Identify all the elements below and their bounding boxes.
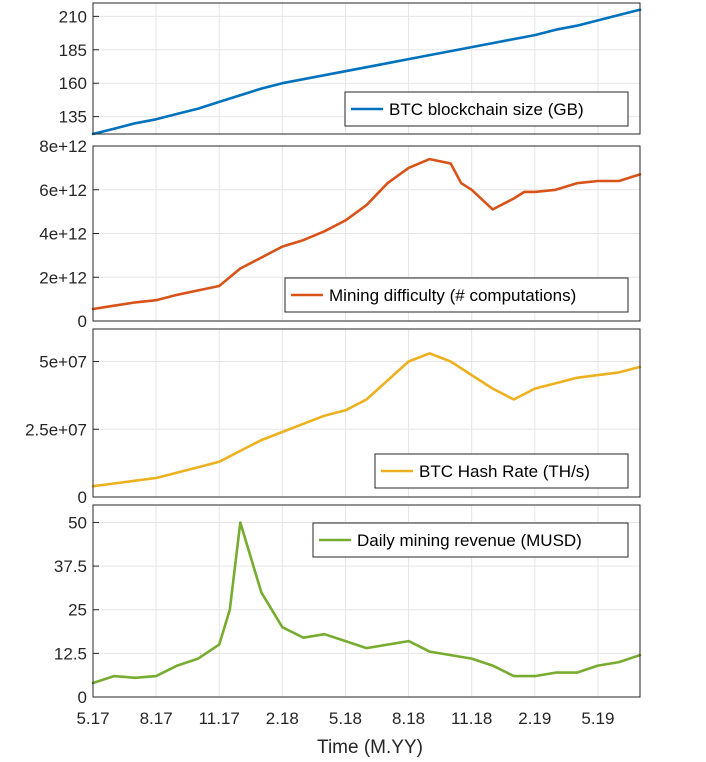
y-tick-label: 50 xyxy=(68,513,87,532)
panels: 135 160 185 210 BTC blockchain size (GB) 0 2e+… xyxy=(25,2,642,707)
x-tick-label: 5.18 xyxy=(329,709,362,728)
y-tick-label: 6e+12 xyxy=(39,181,87,200)
legend-box xyxy=(344,91,629,127)
y-tick-label: 12.5 xyxy=(54,644,87,663)
y-tick-label: 2e+12 xyxy=(39,268,87,287)
y-tick-label: 5e+07 xyxy=(39,353,87,372)
legend: BTC Hash Rate (TH/s) xyxy=(374,453,629,489)
legend: Mining difficulty (# computations) xyxy=(284,277,629,313)
x-axis-ticks: 5.17 8.17 11.17 2.18 5.18 8.18 11.18 2.19 5.19 xyxy=(76,709,614,728)
legend-label: BTC blockchain size (GB) xyxy=(389,100,584,119)
series-line xyxy=(91,8,642,136)
panel-4: 0 12.5 25 37.5 50 Daily mining revenue (MUSD) xyxy=(54,504,642,707)
panel-1: 135 160 185 210 BTC blockchain size (GB) xyxy=(59,2,642,136)
legend-label: BTC Hash Rate (TH/s) xyxy=(419,462,590,481)
series-line xyxy=(91,521,642,685)
legend-box xyxy=(312,522,629,558)
legend: Daily mining revenue (MUSD) xyxy=(312,522,629,558)
y-tick-label: 37.5 xyxy=(54,557,87,576)
panel-3: 0 2.5e+07 5e+07 BTC Hash Rate (TH/s) xyxy=(25,328,642,507)
x-tick-label: 8.18 xyxy=(392,709,425,728)
y-tick-label: 8e+12 xyxy=(39,137,87,156)
panel-2: 0 2e+12 4e+12 6e+12 8e+12 Mining difficulty (… xyxy=(39,137,642,331)
axes-box xyxy=(92,504,641,698)
series-line xyxy=(91,157,642,311)
x-tick-label: 11.17 xyxy=(199,709,240,728)
x-tick-label: 5.17 xyxy=(76,709,109,728)
x-axis-label: Time (M.YY) xyxy=(317,737,423,758)
y-tick-label: 135 xyxy=(59,108,87,127)
x-tick-label: 5.19 xyxy=(581,709,614,728)
y-tick-label: 185 xyxy=(59,41,87,60)
legend-label: Mining difficulty (# computations) xyxy=(329,286,576,305)
x-tick-label: 8.17 xyxy=(140,709,173,728)
y-tick-label: 2.5e+07 xyxy=(25,420,87,439)
y-tick-label: 25 xyxy=(68,601,87,620)
x-tick-label: 2.19 xyxy=(518,709,551,728)
legend-box xyxy=(374,453,629,489)
y-tick-label: 0 xyxy=(78,488,87,507)
y-tick-label: 4e+12 xyxy=(39,225,87,244)
y-tick-label: 210 xyxy=(59,7,87,26)
y-tick-label: 160 xyxy=(59,74,87,93)
legend-label: Daily mining revenue (MUSD) xyxy=(357,531,582,550)
axes-box xyxy=(92,145,641,322)
series-line xyxy=(91,352,642,488)
y-tick-label: 0 xyxy=(78,688,87,707)
legend: BTC blockchain size (GB) xyxy=(344,91,629,127)
y-tick-label: 0 xyxy=(78,312,87,331)
x-tick-label: 2.18 xyxy=(266,709,299,728)
legend-box xyxy=(284,277,629,313)
axes-box xyxy=(92,328,641,498)
axes-box xyxy=(92,2,641,135)
x-tick-label: 11.18 xyxy=(451,709,492,728)
